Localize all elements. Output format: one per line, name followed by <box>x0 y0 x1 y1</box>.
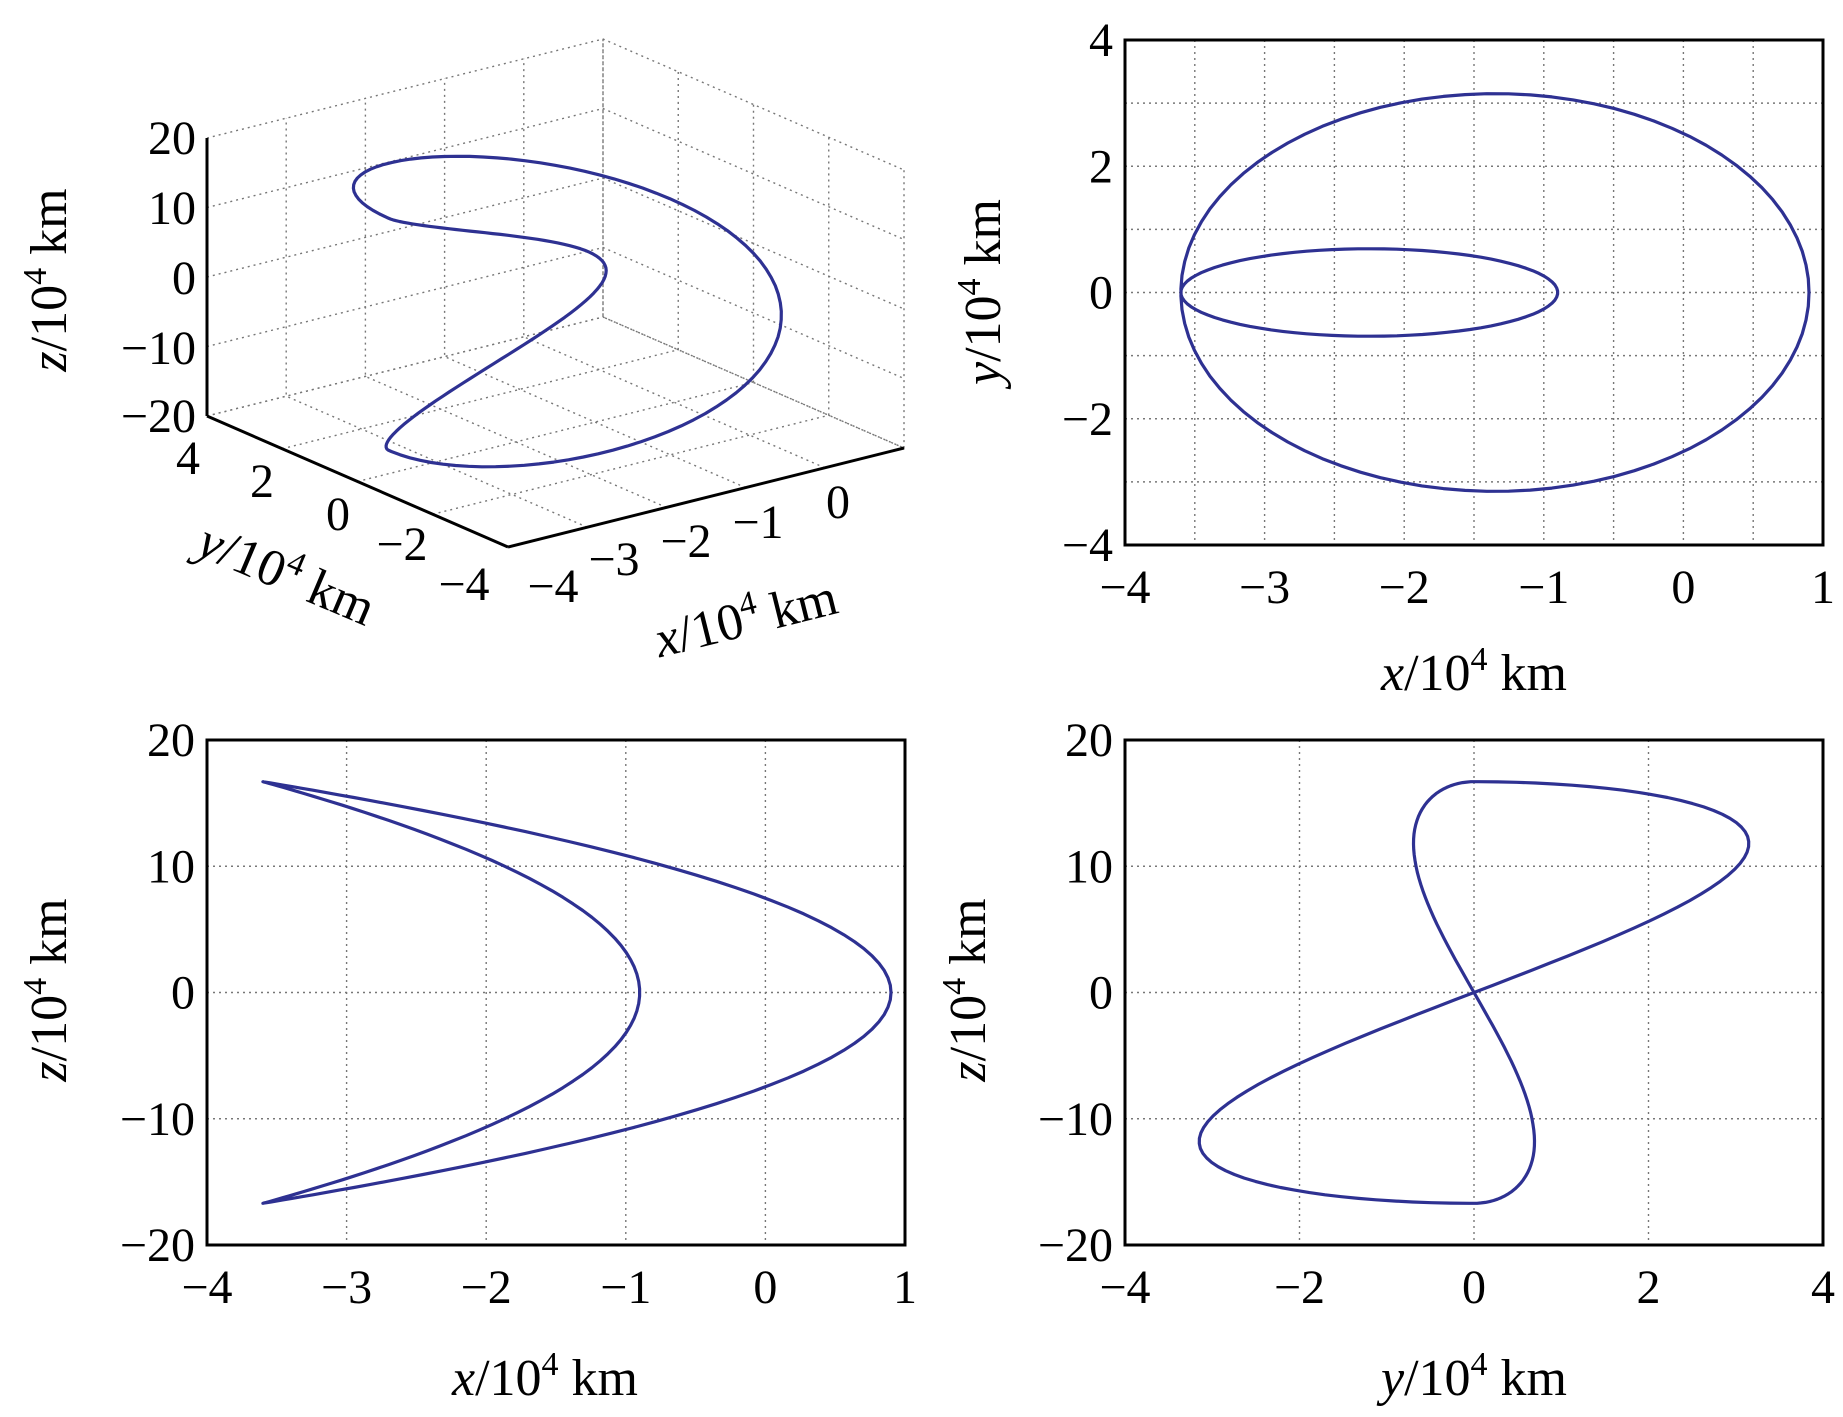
panel-3d-x-tick-label: −2 <box>660 515 711 568</box>
panel-3d-x-tick-label: 0 <box>826 476 850 529</box>
panel-3d-gridline <box>432 137 830 515</box>
panel-3d-gridline <box>364 98 667 509</box>
panel-xz-grid <box>207 740 905 1245</box>
panel-yz-x-tick-label: 4 <box>1811 1261 1835 1314</box>
panel-xy-y-tick-label: 0 <box>1089 267 1113 320</box>
panel-3d-grid <box>206 38 905 548</box>
panel-yz-y-tick-label: −20 <box>1038 1219 1113 1272</box>
panel-xy-y-tick-labels: −4 −2 0 2 4 <box>1062 14 1113 572</box>
panel-3d-z-tick-label: −10 <box>121 322 196 375</box>
panel-xy-x-tick-labels: −4 −3 −2 −1 0 1 <box>1099 561 1835 614</box>
panel-yz-trajectory-line <box>1197 780 1751 1205</box>
panel-3d-gridline <box>523 58 826 469</box>
panel-xy-y-tick-label: 4 <box>1089 14 1113 67</box>
panel-xy-grid <box>1125 40 1823 545</box>
panel-xy-trajectory-line <box>1179 92 1811 493</box>
panel-xy-x-tick-label: −2 <box>1379 561 1430 614</box>
panel-yz-y-tick-label: −10 <box>1038 1093 1113 1146</box>
panel-3d-y-tick-label: 0 <box>326 488 350 541</box>
panel-xy: −4 −3 −2 −1 0 1 −4 −2 0 2 4 x/104 km y/104 km <box>951 14 1835 702</box>
panel-3d-x-axis-line <box>507 446 905 549</box>
panel-xz-x-tick-label: 0 <box>753 1261 777 1314</box>
panel-3d-trajectory-line <box>351 154 783 469</box>
panel-xy-x-tick-label: 1 <box>1811 561 1835 614</box>
panel-3d-y-tick-label: −4 <box>438 558 489 611</box>
panel-xy-x-axis-title: x/104 km <box>1380 641 1567 702</box>
panel-xz-x-tick-labels: −4 −3 −2 −1 0 1 <box>181 1261 917 1314</box>
panel-xz-x-axis-title: x/104 km <box>451 1346 638 1407</box>
panel-xz-frame <box>205 738 907 1247</box>
panel-3d: 20 10 0 −10 −20 4 2 0 −2 −4 −4 −3 −2 −1 … <box>17 38 905 669</box>
panel-yz-y-tick-label: 10 <box>1065 840 1113 893</box>
panel-xz-x-tick-label: −2 <box>461 1261 512 1314</box>
panel-xz-y-tick-label: −20 <box>120 1219 195 1272</box>
panel-xz-x-tick-label: −4 <box>181 1261 232 1314</box>
panel-3d-y-tick-label: 2 <box>250 455 274 508</box>
panel-xy-x-tick-label: −4 <box>1099 561 1150 614</box>
panel-xz-x-tick-label: 1 <box>893 1261 917 1314</box>
panel-xz-y-tick-label: −10 <box>120 1093 195 1146</box>
panel-3d-z-tick-label: 20 <box>148 112 196 165</box>
panel-xz-y-tick-label: 0 <box>171 967 195 1020</box>
panel-xy-x-tick-label: 0 <box>1671 561 1695 614</box>
panel-3d-z-tick-label: 10 <box>148 182 196 235</box>
panel-3d-z-axis-title: z/104 km <box>17 188 78 372</box>
panel-3d-gridline <box>206 107 905 241</box>
panel-xy-y-tick-label: −2 <box>1062 393 1113 446</box>
panel-3d-gridline <box>282 71 679 450</box>
panel-xz-trajectory-line <box>261 780 893 1205</box>
panel-xz-y-axis-title: z/104 km <box>17 898 78 1082</box>
panel-xy-y-tick-label: −4 <box>1062 519 1113 572</box>
panel-yz-x-axis-title: y/104 km <box>1376 1346 1567 1407</box>
panel-3d-y-tick-label: −2 <box>376 518 427 571</box>
panel-xy-x-tick-label: −3 <box>1239 561 1290 614</box>
panel-yz-x-tick-label: 0 <box>1462 1261 1486 1314</box>
panel-3d-x-axis-title: x/104 km <box>647 565 843 669</box>
panel-yz-frame <box>1123 738 1825 1247</box>
panel-3d-gridline <box>443 78 746 489</box>
panel-xz-y-tick-label: 10 <box>147 840 195 893</box>
panel-3d-y-axis-title: y/104 km <box>185 507 385 638</box>
panel-xy-y-axis-title: y/104 km <box>951 199 1012 390</box>
panel-3d-z-tick-label: 0 <box>172 252 196 305</box>
panel-3d-y-tick-label: 4 <box>176 432 200 485</box>
panel-3d-x-tick-label: −1 <box>732 496 783 549</box>
panel-yz-x-tick-label: −2 <box>1274 1261 1325 1314</box>
panel-xy-x-tick-label: −1 <box>1518 561 1569 614</box>
panel-3d-y-axis-line <box>206 414 509 549</box>
panel-xz-x-tick-label: −1 <box>600 1261 651 1314</box>
panel-3d-x-tick-label: −3 <box>588 533 639 586</box>
panel-yz-y-tick-labels: −20 −10 0 10 20 <box>1038 714 1113 1272</box>
panel-yz-y-axis-title: z/104 km <box>936 898 997 1082</box>
panel-3d-axes <box>205 138 905 549</box>
panel-yz-x-tick-labels: −4 −2 0 2 4 <box>1099 1261 1835 1314</box>
panel-3d-gridline <box>206 38 905 171</box>
panel-yz-y-tick-label: 20 <box>1065 714 1113 767</box>
panel-xz-x-tick-label: −3 <box>321 1261 372 1314</box>
panel-xy-frame <box>1123 38 1825 547</box>
panel-yz-x-tick-label: 2 <box>1637 1261 1661 1314</box>
panel-3d-z-tick-label: −20 <box>121 390 196 443</box>
panel-xz-y-tick-label: 20 <box>147 714 195 767</box>
panel-3d-x-tick-label: −4 <box>527 560 578 613</box>
panel-3d-gridline <box>285 118 588 528</box>
panel-xz-y-tick-labels: −20 −10 0 10 20 <box>120 714 195 1272</box>
panel-3d-gridline <box>206 246 905 380</box>
panel-3d-gridline <box>206 316 905 449</box>
panel-xy-y-tick-label: 2 <box>1089 140 1113 193</box>
panel-yz-x-tick-label: −4 <box>1099 1261 1150 1314</box>
panel-yz-y-tick-label: 0 <box>1089 967 1113 1020</box>
panel-3d-gridline <box>357 104 755 483</box>
panel-3d-gridline <box>206 39 604 417</box>
panel-3d-gridline <box>602 39 905 449</box>
